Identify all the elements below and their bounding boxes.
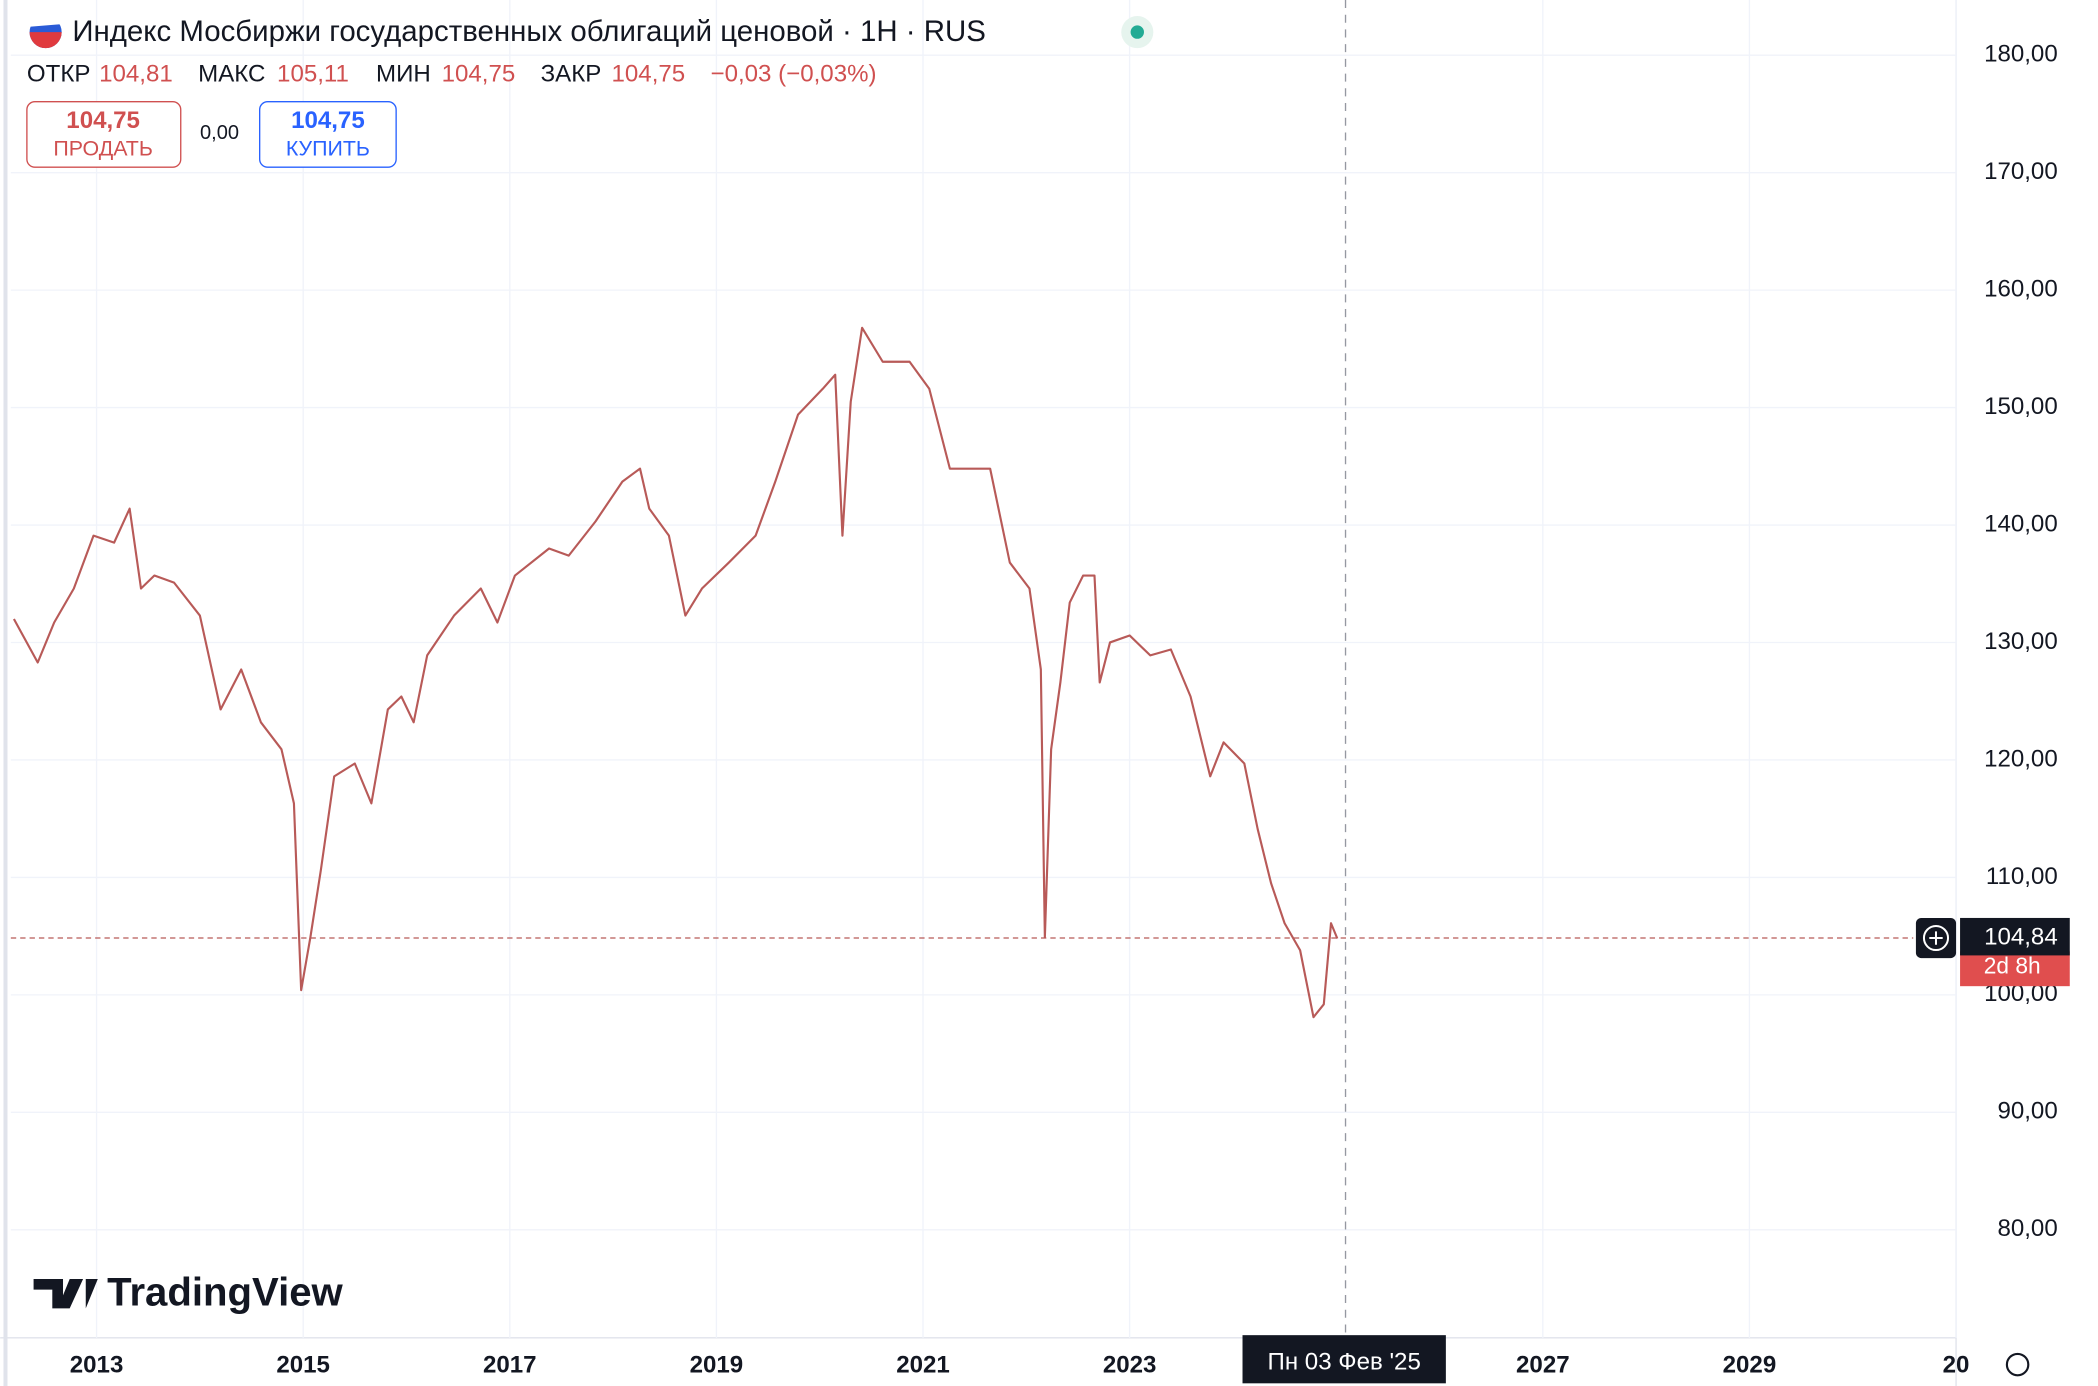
x-tick-label: 2019 — [690, 1351, 744, 1378]
settings-icon[interactable] — [2005, 1352, 2030, 1377]
countdown: 2d 8h — [1984, 952, 2041, 978]
sell-price: 104,75 — [66, 107, 140, 134]
y-tick-label: 140,00 — [1984, 510, 2058, 537]
add-icon — [1922, 924, 1950, 952]
sell-label: ПРОДАТЬ — [53, 136, 153, 160]
buy-label: КУПИТЬ — [286, 136, 370, 160]
ohlc-value: 104,75 — [612, 60, 686, 87]
grid — [10, 0, 1957, 1338]
last-price-box — [1960, 917, 2070, 956]
ohlc-value: 104,81 — [99, 60, 173, 87]
x-tick-label: 2015 — [276, 1351, 330, 1378]
status — [1130, 25, 1144, 39]
y-tick-label: 130,00 — [1984, 628, 2058, 655]
y-tick-label: 90,00 — [1997, 1098, 2057, 1125]
ohlc-value: 105,11 — [277, 60, 349, 87]
y-tick-label: 80,00 — [1997, 1215, 2057, 1242]
x-tick-label: 2013 — [70, 1351, 124, 1378]
add-icon — [1929, 931, 1943, 945]
flag — [29, 10, 62, 27]
price-line — [12, 326, 1339, 1019]
countdown-box — [1960, 951, 2070, 987]
flag — [29, 32, 62, 49]
logo-icon — [33, 1278, 98, 1309]
x-tick-label: 2023 — [1103, 1351, 1157, 1378]
y-tick-label: 160,00 — [1984, 275, 2058, 302]
y-tick-label: 170,00 — [1984, 158, 2058, 185]
sell-button[interactable] — [26, 101, 182, 168]
buy-price: 104,75 — [291, 107, 365, 134]
last-price-label: 104,84 — [1984, 923, 2058, 950]
ohlc-label: МИН — [376, 60, 431, 87]
crosshair-box — [1242, 1335, 1446, 1384]
x-tick-label: 20 — [1943, 1351, 1970, 1378]
crosshair-label: Пн 03 Фев '25 — [1268, 1349, 1421, 1376]
settings-icon[interactable] — [2005, 1352, 2030, 1377]
y-tick-label: 120,00 — [1984, 745, 2058, 772]
marks — [12, 326, 1339, 1019]
y-tick-label: 150,00 — [1984, 393, 2058, 420]
x-tick-label: 2029 — [1723, 1351, 1777, 1378]
x-tick-label: 2017 — [483, 1351, 537, 1378]
x-tick-label: 2027 — [1516, 1351, 1570, 1378]
title: Индекс Мосбиржи государственных облигаци… — [72, 15, 986, 48]
ohlc-label: МАКС — [198, 60, 265, 87]
x-tick-label: 2021 — [896, 1351, 950, 1378]
ohlc-value: 104,75 — [442, 60, 516, 87]
logo: TradingView — [107, 1270, 343, 1315]
y-tick-label: 180,00 — [1984, 41, 2058, 68]
spread: 0,00 — [200, 122, 239, 144]
buy-button[interactable] — [259, 101, 397, 168]
y-tick-label: 110,00 — [1986, 863, 2058, 890]
change: −0,03 (−0,03%) — [711, 60, 877, 87]
header: Индекс Мосбиржи государственных облигаци… — [26, 10, 1154, 1315]
ohlc-label: ОТКР — [27, 60, 91, 87]
ohlc-label: ЗАКР — [541, 60, 602, 87]
